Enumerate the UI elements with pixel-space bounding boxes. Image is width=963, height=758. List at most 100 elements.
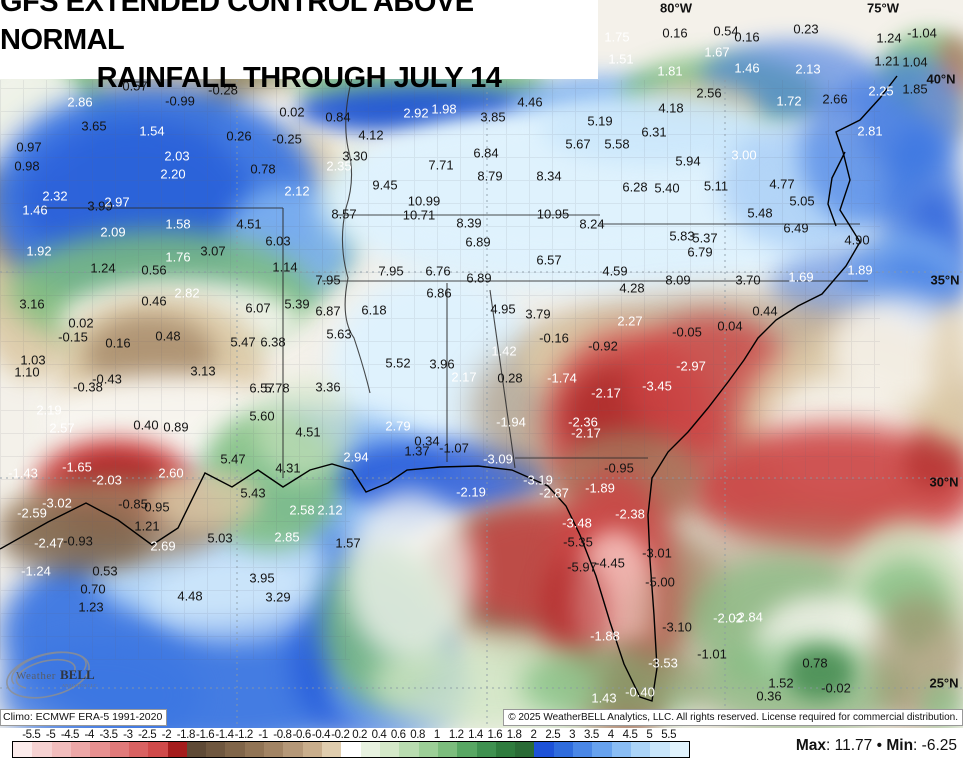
map-value-label: 2.85 <box>274 529 300 545</box>
colorbar-cell <box>515 742 535 757</box>
map-value-label: 6.84 <box>473 145 499 161</box>
map-value-label: -0.95 <box>604 460 634 476</box>
map-value-label: -0.15 <box>58 329 88 345</box>
colorbar-tick-label: 1.6 <box>487 729 503 741</box>
map-value-label: -2.36 <box>568 414 598 430</box>
colorbar-cell <box>128 742 149 757</box>
map-value-label: 4.48 <box>177 588 203 604</box>
map-value-label: -5.35 <box>563 534 593 550</box>
map-value-label: 6.86 <box>426 285 452 301</box>
logo-bell-text: BELL <box>60 667 95 682</box>
colorbar-cell <box>225 742 245 757</box>
map-value-label: 4.51 <box>295 424 321 440</box>
map-value-label: 1.42 <box>491 343 517 359</box>
map-value-label: 2.32 <box>42 188 68 204</box>
map-value-label: 6.76 <box>425 263 451 279</box>
map-value-label: 2.17 <box>451 369 477 385</box>
map-value-label: 1.43 <box>591 690 617 706</box>
map-value-label: 0.34 <box>414 433 440 449</box>
colorbar-cell <box>70 742 91 757</box>
map-value-label: 1.51 <box>608 51 634 67</box>
colorbar-tick-label: 0.6 <box>390 729 406 741</box>
colorbar <box>12 741 690 758</box>
map-value-label: 2.09 <box>100 224 126 240</box>
maxmin-separator: • <box>872 737 887 754</box>
map-value-label: -2.19 <box>456 484 486 500</box>
colorbar-tick-label: -0.4 <box>311 729 331 741</box>
colorbar-tick-label: 1.4 <box>468 729 483 741</box>
map-value-label: 6.03 <box>265 233 291 249</box>
map-value-label: -0.25 <box>272 131 302 147</box>
map-value-label: 5.43 <box>240 485 266 501</box>
map-value-label: -2.03 <box>92 472 122 488</box>
map-value-label: 0.89 <box>163 419 189 435</box>
colorbar-cell <box>457 742 477 757</box>
map-value-label: 4.90 <box>844 232 870 248</box>
colorbar-tick-label: 1.8 <box>506 729 522 741</box>
map-value-label: 3.79 <box>525 306 551 322</box>
map-value-label: -3.09 <box>483 451 513 467</box>
map-value-label: 0.16 <box>662 25 688 41</box>
map-value-label: 1.46 <box>22 202 48 218</box>
map-value-label: 0.95 <box>144 499 170 515</box>
map-value-label: 5.67 <box>565 136 591 152</box>
graticule-label: 80°W <box>660 0 692 16</box>
colorbar-tick-label: 0.4 <box>371 729 387 741</box>
colorbar-cell <box>322 742 342 757</box>
map-value-label: 0.44 <box>752 303 778 319</box>
climo-source-box: Climo: ECMWF ERA-5 1991-2020 <box>0 709 168 726</box>
colorbar-cell <box>264 742 284 757</box>
map-value-label: 6.07 <box>245 300 271 316</box>
map-value-label: 5.05 <box>789 193 815 209</box>
map-value-label: 1.58 <box>165 216 191 232</box>
map-value-label: 5.40 <box>654 180 680 196</box>
colorbar-tick-label: -4.5 <box>60 729 80 741</box>
map-value-label: 5.94 <box>675 153 701 169</box>
map-value-label: 2.03 <box>164 148 190 164</box>
map-value-label: 1.10 <box>14 364 40 380</box>
map-value-label: 5.83 <box>669 228 695 244</box>
map-value-label: 2.19 <box>36 402 62 418</box>
colorbar-cell <box>32 742 52 757</box>
colorbar-cell <box>244 742 265 757</box>
graticule-label: 30°N <box>929 474 959 490</box>
map-value-label: 0.46 <box>141 293 167 309</box>
map-value-label: 2.94 <box>343 449 369 465</box>
map-value-label: 8.09 <box>665 272 691 288</box>
map-value-label: 5.37 <box>692 230 718 246</box>
map-value-label: 0.78 <box>802 655 828 671</box>
map-value-label: -2.47 <box>34 535 64 551</box>
colorbar-tick-label: 4.5 <box>622 729 638 741</box>
map-value-label: -2.38 <box>615 506 645 522</box>
colorbar-tick-label: -1.8 <box>176 729 196 741</box>
map-value-label: 7.95 <box>315 272 341 288</box>
map-value-label: -1.89 <box>585 480 615 496</box>
max-label: Max <box>795 737 827 754</box>
map-value-label: 6.31 <box>641 124 667 140</box>
min-value: : -6.25 <box>913 737 957 754</box>
map-value-label: 2.27 <box>617 313 643 329</box>
colorbar-tick-label: -1 <box>258 729 268 741</box>
map-value-label: -1.24 <box>21 563 51 579</box>
map-value-label: 4.77 <box>769 176 795 192</box>
colorbar-cell <box>495 742 516 757</box>
map-title: GFS EXTENDED CONTROL ABOVE NORMAL RAINFA… <box>0 0 598 94</box>
map-value-label: 3.29 <box>265 589 291 605</box>
map-value-label: 1.24 <box>876 30 902 46</box>
map-value-label: 0.84 <box>325 109 351 125</box>
colorbar-cell <box>379 742 400 757</box>
colorbar-cell <box>650 742 670 757</box>
map-value-label: 1.03 <box>20 352 46 368</box>
colorbar-tick-label: -0.8 <box>273 729 292 741</box>
map-value-label: 7.71 <box>428 157 454 173</box>
map-value-label: -1.88 <box>590 628 620 644</box>
map-value-label: -1.07 <box>439 440 469 456</box>
title-line-1: GFS EXTENDED CONTROL ABOVE NORMAL <box>0 0 474 56</box>
logo-subtext: ANALYTICS LLC <box>62 683 97 688</box>
map-value-label: 0.57 <box>122 78 148 94</box>
map-value-label: 1.54 <box>139 123 165 139</box>
colorbar-tick-label: 3 <box>569 729 576 741</box>
map-value-label: 6.49 <box>783 220 809 236</box>
map-value-label: 2.82 <box>174 285 200 301</box>
map-value-label: 2.92 <box>403 105 429 121</box>
